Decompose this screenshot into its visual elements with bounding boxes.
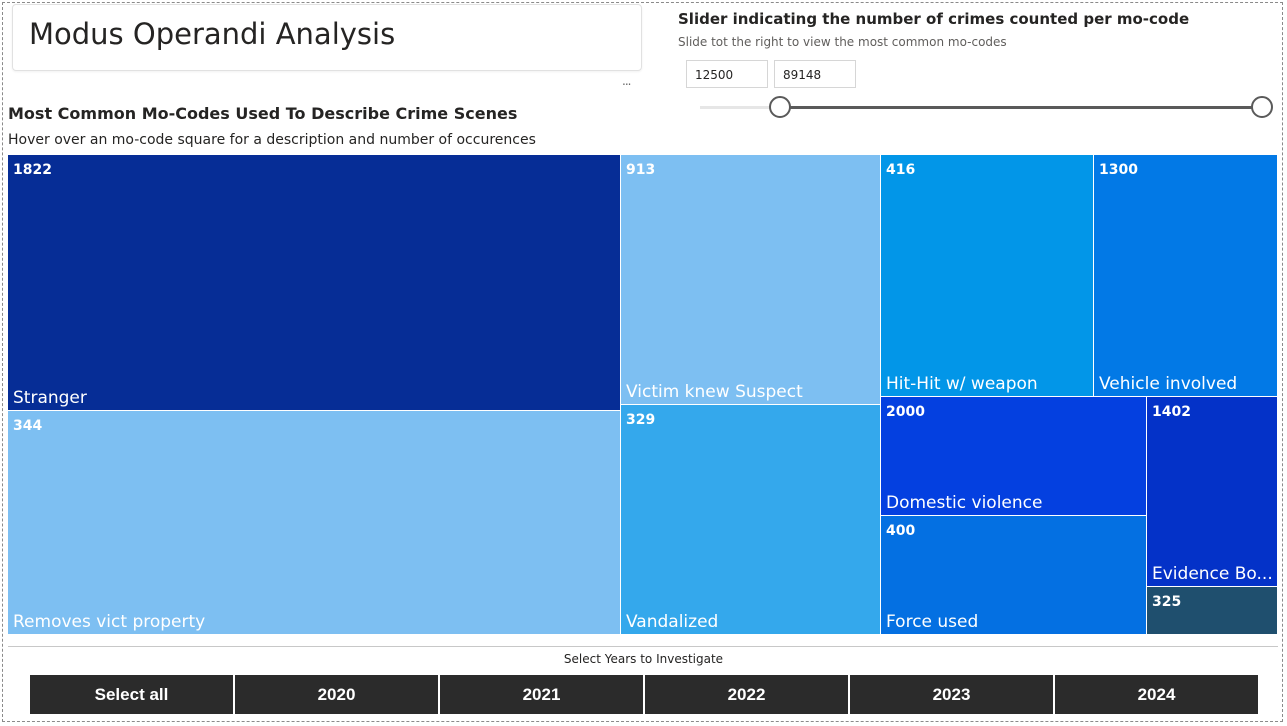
tile-label: Hit-Hit w/ weapon bbox=[886, 374, 1038, 394]
treemap-tile-domestic-violence[interactable]: 2000 Domestic violence bbox=[881, 397, 1147, 516]
year-button-2021[interactable]: 2021 bbox=[440, 675, 643, 714]
treemap-tile-force-used[interactable]: 400 Force used bbox=[881, 516, 1147, 635]
mo-code-treemap: 1822 Stranger 344 Removes vict property … bbox=[8, 155, 1278, 635]
slider-min-input[interactable]: 12500 bbox=[686, 60, 768, 88]
tile-label: Vehicle involved bbox=[1099, 374, 1238, 394]
tile-count: 400 bbox=[886, 523, 916, 539]
treemap-tile-removes-vict-property[interactable]: 344 Removes vict property bbox=[8, 411, 621, 635]
tile-count: 1822 bbox=[13, 162, 52, 178]
treemap-tile-vehicle-involved[interactable]: 1300 Vehicle involved bbox=[1094, 155, 1278, 397]
page-title: Modus Operandi Analysis bbox=[29, 17, 396, 51]
tile-count: 913 bbox=[626, 162, 656, 178]
section-divider bbox=[8, 646, 1278, 647]
slider-track-selected[interactable] bbox=[780, 106, 1262, 109]
tile-label: Victim knew Suspect bbox=[626, 382, 803, 402]
slider-title: Slider indicating the number of crimes c… bbox=[678, 10, 1190, 28]
tile-count: 1402 bbox=[1152, 404, 1191, 420]
year-slicer-title: Select Years to Investigate bbox=[563, 652, 724, 666]
tile-label: Vandalized bbox=[626, 612, 719, 632]
treemap-tile-vandalized[interactable]: 329 Vandalized bbox=[621, 405, 881, 635]
tile-count: 329 bbox=[626, 412, 656, 428]
treemap-tile-victim-knew-suspect[interactable]: 913 Victim knew Suspect bbox=[621, 155, 881, 405]
year-button-2024[interactable]: 2024 bbox=[1055, 675, 1258, 714]
tile-count: 1300 bbox=[1099, 162, 1138, 178]
more-options-icon[interactable]: ... bbox=[622, 74, 632, 88]
slider-max-handle[interactable] bbox=[1251, 96, 1273, 118]
tile-count: 416 bbox=[886, 162, 916, 178]
treemap-tile-unlabeled[interactable]: 325 bbox=[1147, 587, 1278, 635]
treemap-tile-hit-with-weapon[interactable]: 416 Hit-Hit w/ weapon bbox=[881, 155, 1094, 397]
treemap-tile-evidence-booked[interactable]: 1402 Evidence Bo... bbox=[1147, 397, 1278, 587]
tile-label: Stranger bbox=[13, 388, 87, 408]
slider-track[interactable] bbox=[700, 106, 780, 109]
year-button-select-all[interactable]: Select all bbox=[30, 675, 233, 714]
tile-count: 344 bbox=[13, 418, 43, 434]
tile-count: 325 bbox=[1152, 594, 1182, 610]
year-button-2023[interactable]: 2023 bbox=[850, 675, 1053, 714]
year-button-2022[interactable]: 2022 bbox=[645, 675, 848, 714]
slider-max-input[interactable]: 89148 bbox=[774, 60, 856, 88]
slider-subtitle: Slide tot the right to view the most com… bbox=[678, 35, 1007, 49]
title-card: Modus Operandi Analysis bbox=[12, 4, 642, 71]
slider-min-handle[interactable] bbox=[769, 96, 791, 118]
tile-label: Removes vict property bbox=[13, 612, 206, 632]
tile-label: Force used bbox=[886, 612, 979, 632]
year-button-2020[interactable]: 2020 bbox=[235, 675, 438, 714]
tile-label: Evidence Bo... bbox=[1152, 564, 1273, 584]
treemap-title: Most Common Mo-Codes Used To Describe Cr… bbox=[8, 104, 518, 123]
treemap-tile-stranger[interactable]: 1822 Stranger bbox=[8, 155, 621, 411]
tile-count: 2000 bbox=[886, 404, 925, 420]
tile-label: Domestic violence bbox=[886, 493, 1043, 513]
treemap-subtitle: Hover over an mo-code square for a descr… bbox=[8, 132, 536, 148]
